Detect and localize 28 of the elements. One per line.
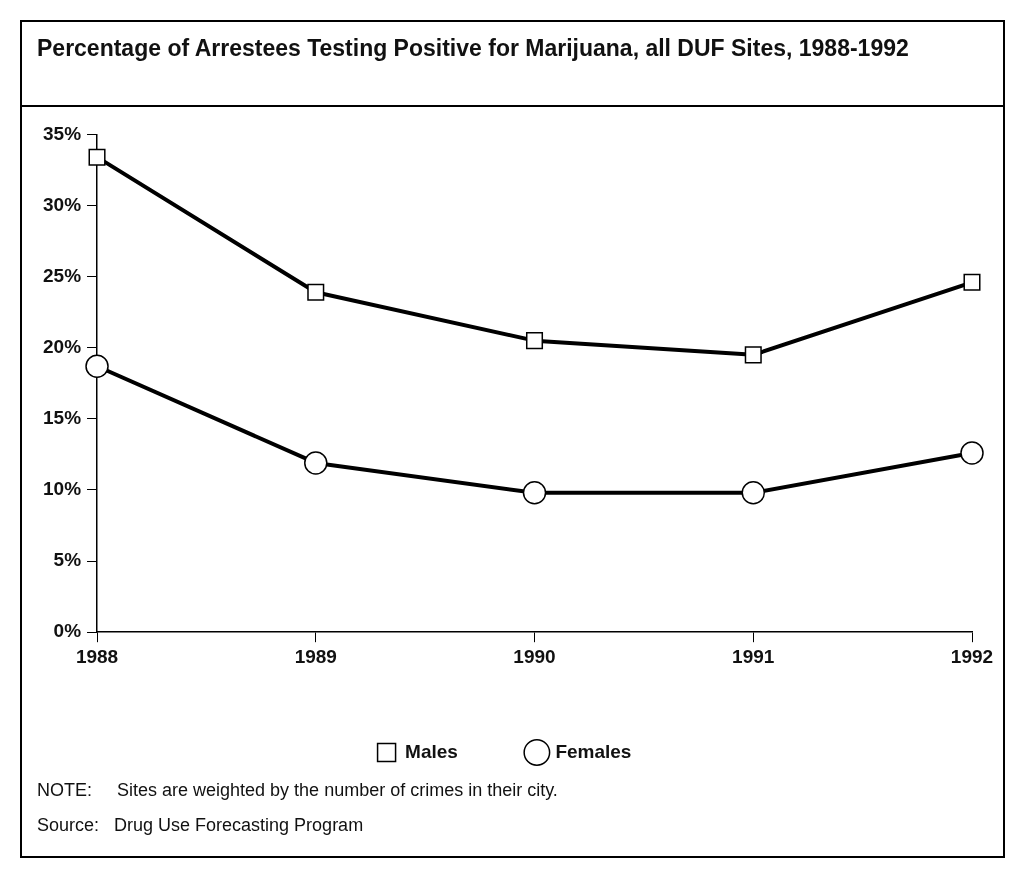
chart-title: Percentage of Arrestees Testing Positive for Marijuana, all DUF Sites, 1988-1992 (37, 34, 910, 63)
y-tick-label: 5% (53, 549, 82, 571)
x-tick-label: 1992 (950, 645, 994, 667)
x-tick-label: 1991 (732, 645, 775, 667)
point (741, 481, 766, 505)
legend-label: Males (405, 740, 458, 762)
y-tick-label: 35% (43, 122, 82, 144)
point (522, 481, 547, 505)
y-tick-label: 30% (43, 193, 82, 215)
x-tick-label: 1990 (513, 645, 556, 667)
y-tick-label: 0% (53, 620, 82, 642)
point (307, 283, 325, 301)
text: NOTE: Sites are weighted by the number of crimes in their city. (37, 780, 558, 801)
point (963, 273, 981, 291)
legend-label: Females (555, 740, 632, 762)
source-note: Source: Drug Use Forecasting Program (37, 815, 365, 836)
point (960, 441, 984, 465)
x-tick-label: 1989 (294, 645, 337, 667)
x-tick-label: 1988 (75, 645, 119, 667)
y-tick-label: 10% (43, 478, 82, 500)
y-tick-label: 15% (43, 407, 82, 429)
point (525, 332, 544, 350)
point (85, 354, 109, 378)
point (304, 451, 328, 475)
point (744, 346, 762, 364)
y-tick-label: 25% (43, 264, 82, 286)
y-tick-label: 20% (43, 335, 82, 357)
point (88, 148, 106, 166)
